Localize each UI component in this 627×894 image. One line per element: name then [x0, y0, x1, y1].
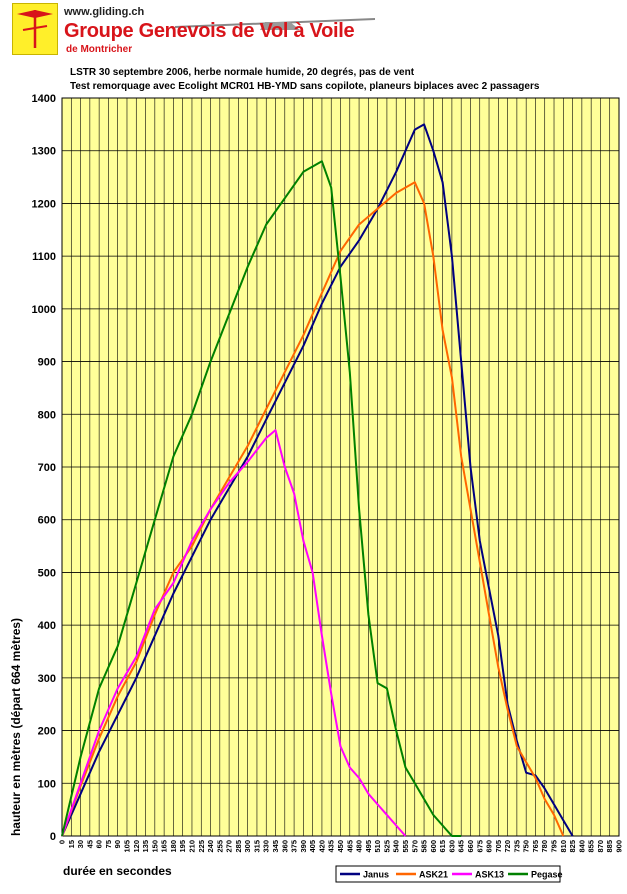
x-tick-label: 240 — [206, 840, 215, 853]
x-tick-label: 645 — [457, 840, 466, 853]
y-tick-label: 0 — [50, 831, 56, 843]
x-tick-label: 540 — [392, 840, 401, 853]
x-axis-label: durée en secondes — [63, 864, 172, 878]
x-tick-label: 75 — [104, 840, 113, 848]
header: www.gliding.ch Groupe Genevois de Vol à … — [0, 0, 627, 60]
x-tick-label: 345 — [271, 840, 280, 853]
x-tick-label: 705 — [494, 840, 503, 853]
x-tick-label: 210 — [187, 840, 196, 853]
x-tick-label: 510 — [373, 840, 382, 853]
x-tick-label: 285 — [234, 840, 243, 853]
x-tick-label: 195 — [178, 840, 187, 853]
x-tick-label: 120 — [132, 840, 141, 853]
x-tick-label: 885 — [605, 840, 614, 853]
x-tick-label: 615 — [438, 840, 447, 853]
x-tick-label: 660 — [466, 840, 475, 853]
x-tick-label: 0 — [58, 840, 67, 844]
x-tick-label: 570 — [410, 840, 419, 853]
legend-label-janus: Janus — [363, 870, 389, 880]
x-tick-label: 90 — [113, 840, 122, 848]
y-tick-label: 600 — [38, 515, 56, 527]
x-tick-label: 525 — [382, 840, 391, 853]
club-logo — [12, 3, 58, 55]
x-tick-label: 270 — [225, 840, 234, 853]
x-tick-label: 750 — [522, 840, 531, 853]
x-tick-label: 900 — [615, 840, 624, 853]
y-tick-label: 1000 — [32, 304, 56, 316]
site-url[interactable]: www.gliding.ch — [64, 6, 145, 18]
x-tick-label: 45 — [85, 840, 94, 848]
y-tick-label: 900 — [38, 357, 56, 369]
x-tick-label: 360 — [280, 840, 289, 853]
x-tick-label: 390 — [299, 840, 308, 853]
x-tick-label: 315 — [252, 840, 261, 853]
x-tick-label: 720 — [503, 840, 512, 853]
x-tick-label: 630 — [447, 840, 456, 853]
y-tick-label: 1200 — [32, 198, 56, 210]
x-tick-label: 255 — [215, 840, 224, 853]
y-tick-label: 300 — [38, 673, 56, 685]
x-tick-label: 165 — [160, 840, 169, 853]
x-tick-label: 675 — [475, 840, 484, 853]
y-tick-label: 100 — [38, 778, 56, 790]
x-tick-label: 420 — [317, 840, 326, 853]
x-tick-label: 180 — [169, 840, 178, 853]
x-tick-label: 690 — [485, 840, 494, 853]
x-tick-label: 780 — [540, 840, 549, 853]
x-tick-label: 135 — [141, 840, 150, 853]
x-tick-label: 300 — [243, 840, 252, 853]
y-tick-label: 1300 — [32, 146, 56, 158]
chart-subtitle-1: LSTR 30 septembre 2006, herbe normale hu… — [70, 67, 415, 78]
x-tick-label: 465 — [345, 840, 354, 853]
x-tick-label: 435 — [327, 840, 336, 853]
x-tick-label: 855 — [587, 840, 596, 853]
club-subtitle: de Montricher — [66, 44, 133, 55]
chart-subtitle-2: Test remorquage avec Ecolight MCR01 HB-Y… — [70, 81, 540, 92]
x-tick-label: 825 — [568, 840, 577, 853]
x-tick-label: 765 — [531, 840, 540, 853]
x-tick-label: 870 — [596, 840, 605, 853]
x-tick-label: 555 — [401, 840, 410, 853]
x-tick-label: 810 — [559, 840, 568, 853]
x-tick-label: 15 — [67, 840, 76, 848]
y-tick-label: 1100 — [32, 251, 56, 263]
y-tick-label: 200 — [38, 726, 56, 738]
legend-label-ask21: ASK21 — [419, 870, 448, 880]
x-tick-label: 150 — [150, 840, 159, 853]
legend-box — [335, 865, 561, 883]
x-tick-label: 585 — [420, 840, 429, 853]
club-name: Groupe Genevois de Vol à Voile — [64, 20, 355, 42]
glider-icon — [175, 18, 375, 30]
legend-label-ask13: ASK13 — [475, 870, 504, 880]
y-tick-label: 800 — [38, 409, 56, 421]
x-tick-label: 30 — [76, 840, 85, 848]
x-tick-label: 735 — [512, 840, 521, 853]
legend-label-pegase: Pegase — [531, 870, 563, 880]
series-line-pegase — [61, 160, 462, 837]
x-tick-label: 225 — [197, 840, 206, 853]
x-tick-label: 450 — [336, 840, 345, 853]
x-tick-label: 405 — [308, 840, 317, 853]
x-tick-label: 795 — [550, 840, 559, 853]
x-tick-label: 495 — [364, 840, 373, 853]
y-tick-label: 700 — [38, 462, 56, 474]
series-line-ask13 — [61, 429, 407, 837]
x-tick-label: 330 — [262, 840, 271, 853]
x-tick-label: 480 — [355, 840, 364, 853]
x-tick-label: 60 — [95, 840, 104, 848]
series-line-ask21 — [61, 181, 565, 837]
x-tick-label: 105 — [122, 840, 131, 853]
y-tick-label: 500 — [38, 567, 56, 579]
y-axis-label: hauteur en mètres (départ 664 mètres) — [9, 618, 23, 836]
x-tick-label: 600 — [429, 840, 438, 853]
y-tick-label: 400 — [38, 620, 56, 632]
series-line-janus — [61, 123, 574, 837]
x-tick-label: 375 — [290, 840, 299, 853]
y-tick-label: 1400 — [32, 93, 56, 105]
x-tick-label: 840 — [577, 840, 586, 853]
